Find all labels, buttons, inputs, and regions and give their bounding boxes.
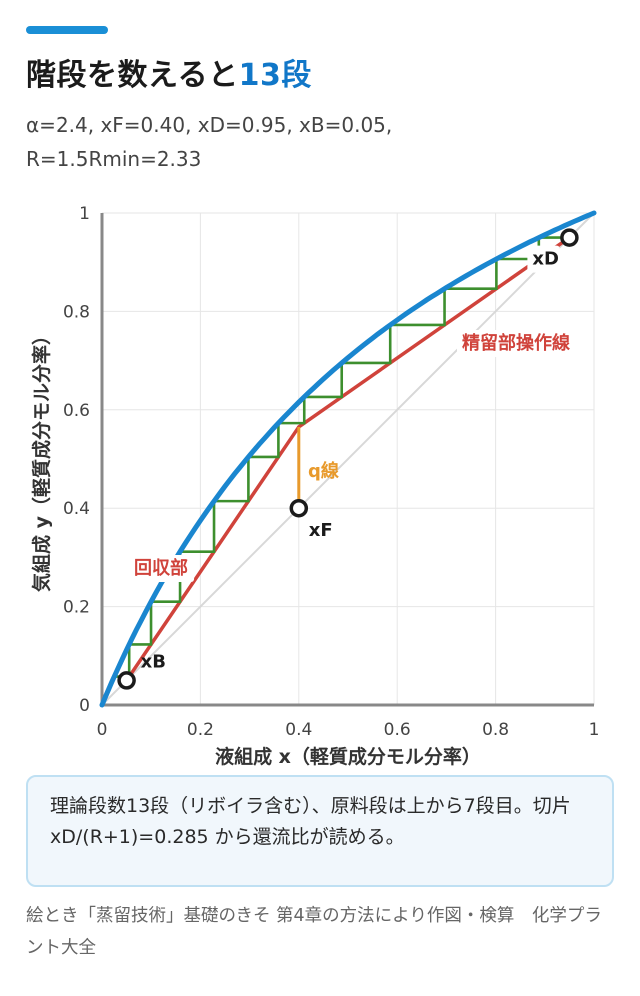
equilibrium-curve: [99, 210, 597, 708]
x-axis-title: 液組成 x（軽質成分モル分率）: [215, 745, 481, 768]
rectifying-label: 精留部操作線: [462, 332, 570, 354]
title-main: 階段を数えると: [26, 58, 239, 93]
params-line-2: R=1.5Rmin=2.33: [26, 147, 202, 171]
y-tick-label: 0: [79, 696, 90, 716]
stripping-label-bg: [129, 555, 195, 582]
xF-label: xF: [309, 520, 333, 541]
xF-marker: [289, 498, 309, 518]
rectifying-operating-line: [297, 235, 572, 429]
stripping-operating-line: [124, 425, 301, 683]
stripping-label: 回収部: [134, 557, 188, 579]
y-tick-label: 0.8: [63, 302, 90, 322]
xB-marker: [117, 671, 136, 690]
mccabe-thiele-chart: 00 0.2 0.2 0.4 0.4 0.6 0.6 0.8 0.8 1 1 xD xF xB 精留部操作線…: [30, 204, 600, 768]
page-title: 階段を数えると13段: [26, 50, 312, 94]
title-highlight: 13段: [238, 58, 312, 93]
q-line-label: q線: [308, 460, 339, 482]
note-text: 理論段数13段（リボイラ含む）、原料段は上から7段目。切片 xD/(R+1)=0…: [50, 795, 571, 848]
xD-marker: [560, 228, 579, 247]
accent-bar: [26, 26, 108, 34]
x-tick-label: 0.8: [482, 720, 509, 740]
xD-label-bg: [527, 245, 560, 273]
x-tick-label: 0.2: [187, 720, 214, 740]
parameters: α=2.4, xF=0.40, xD=0.95, xB=0.05, R=1.5R…: [26, 108, 586, 176]
note-box: 理論段数13段（リボイラ含む）、原料段は上から7段目。切片 xD/(R+1)=0…: [26, 775, 614, 887]
source-caption: 絵とき「蒸留技術」基礎のきそ 第4章の方法により作図・検算 化学プラント大全: [26, 906, 602, 958]
y-axis-title: 気組成 y（軽質成分モル分率）: [30, 326, 53, 592]
xB-label: xB: [141, 651, 166, 672]
y-tick-label: 0.2: [63, 598, 90, 618]
y-tick-label: 1: [79, 204, 90, 224]
y-tick-label: 0.4: [63, 499, 90, 519]
params-line-1: α=2.4, xF=0.40, xD=0.95, xB=0.05,: [26, 113, 393, 137]
x-tick-label: 0: [97, 720, 108, 740]
x-tick-label: 0.4: [285, 720, 312, 740]
diagonal-line: [101, 212, 595, 706]
y-tick-label: 0.6: [63, 401, 90, 421]
rectifying-label-bg: [457, 330, 578, 357]
stage-steps: [114, 236, 570, 678]
xD-label: xD: [532, 249, 559, 270]
x-tick-label: 0.6: [384, 720, 411, 740]
x-tick-label: 1: [589, 720, 600, 740]
